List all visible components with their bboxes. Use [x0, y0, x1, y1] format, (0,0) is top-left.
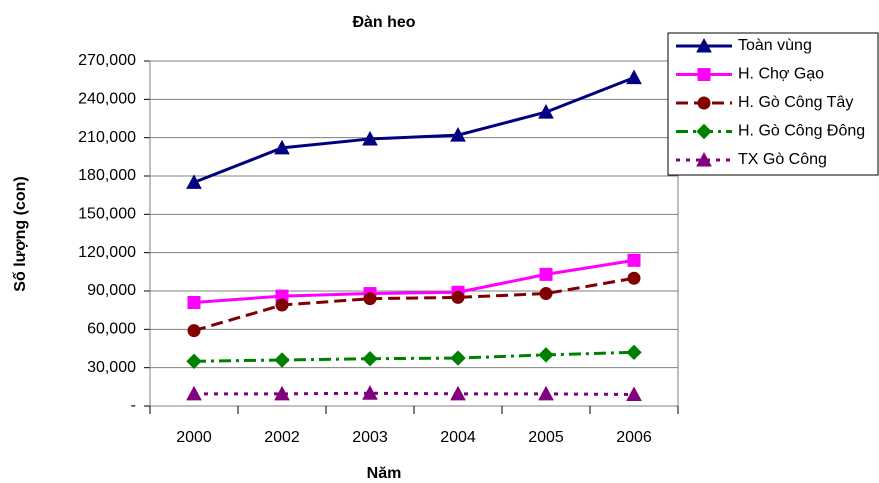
x-tick-label: 2003: [352, 429, 388, 446]
data-point: [450, 350, 466, 366]
data-point: [274, 385, 290, 401]
data-point: [450, 385, 466, 401]
data-point: [538, 347, 554, 363]
y-tick-label: 240,000: [78, 91, 136, 108]
legend-marker: [697, 68, 711, 81]
data-point: [362, 351, 378, 367]
data-point: [186, 174, 202, 189]
data-point: [539, 287, 553, 301]
legend-label: H. Gò Công Tây: [738, 94, 853, 111]
data-point: [187, 296, 201, 309]
y-tick-label: 270,000: [78, 52, 136, 69]
y-tick-label: 210,000: [78, 129, 136, 146]
series-line: [194, 391, 635, 396]
data-point: [363, 292, 377, 306]
legend-label: H. Chợ Gạo: [738, 66, 824, 83]
series-line: [193, 276, 635, 333]
data-point: [362, 130, 378, 146]
series-line: [193, 76, 635, 184]
data-point: [538, 385, 554, 401]
data-point: [451, 290, 465, 304]
data-point: [274, 139, 290, 155]
x-axis-label: Năm: [367, 465, 402, 482]
data-point: [275, 298, 289, 312]
data-point: [186, 385, 202, 401]
y-tick-label: 30,000: [87, 359, 136, 376]
legend-label: Toàn vùng: [738, 37, 812, 54]
chart-title: Đàn heo: [352, 14, 415, 31]
data-point: [539, 267, 553, 281]
y-tick-label: 60,000: [87, 321, 136, 338]
data-point: [627, 271, 641, 285]
y-tick-label: 150,000: [78, 206, 136, 223]
x-tick-label: 2006: [616, 429, 652, 446]
y-axis-label: Số lượng (con): [12, 176, 29, 291]
data-point: [626, 344, 642, 361]
data-point: [627, 253, 641, 267]
series-line: [193, 258, 635, 304]
legend-marker: [696, 37, 712, 53]
legend-label: TX Gò Công: [738, 151, 827, 168]
data-point: [362, 385, 378, 400]
data-point: [186, 353, 202, 369]
data-point: [626, 69, 642, 85]
legend-label: H. Gò Công Đông: [738, 123, 865, 140]
data-point: [538, 104, 554, 119]
y-tick-label: 180,000: [78, 167, 136, 184]
legend-marker: [696, 151, 712, 167]
x-tick-label: 2005: [528, 429, 564, 446]
y-tick-label: -: [131, 397, 136, 414]
y-tick-label: 120,000: [78, 244, 136, 261]
legend-marker: [696, 123, 712, 140]
legend-marker: [697, 96, 711, 110]
x-tick-label: 2002: [264, 429, 300, 446]
y-tick-label: 90,000: [87, 282, 136, 299]
data-point: [187, 324, 201, 338]
x-tick-label: 2004: [440, 429, 476, 446]
data-point: [450, 127, 466, 142]
data-point: [626, 386, 642, 401]
series-line: [193, 350, 635, 363]
x-tick-label: 2000: [176, 429, 212, 446]
data-point: [274, 352, 290, 368]
